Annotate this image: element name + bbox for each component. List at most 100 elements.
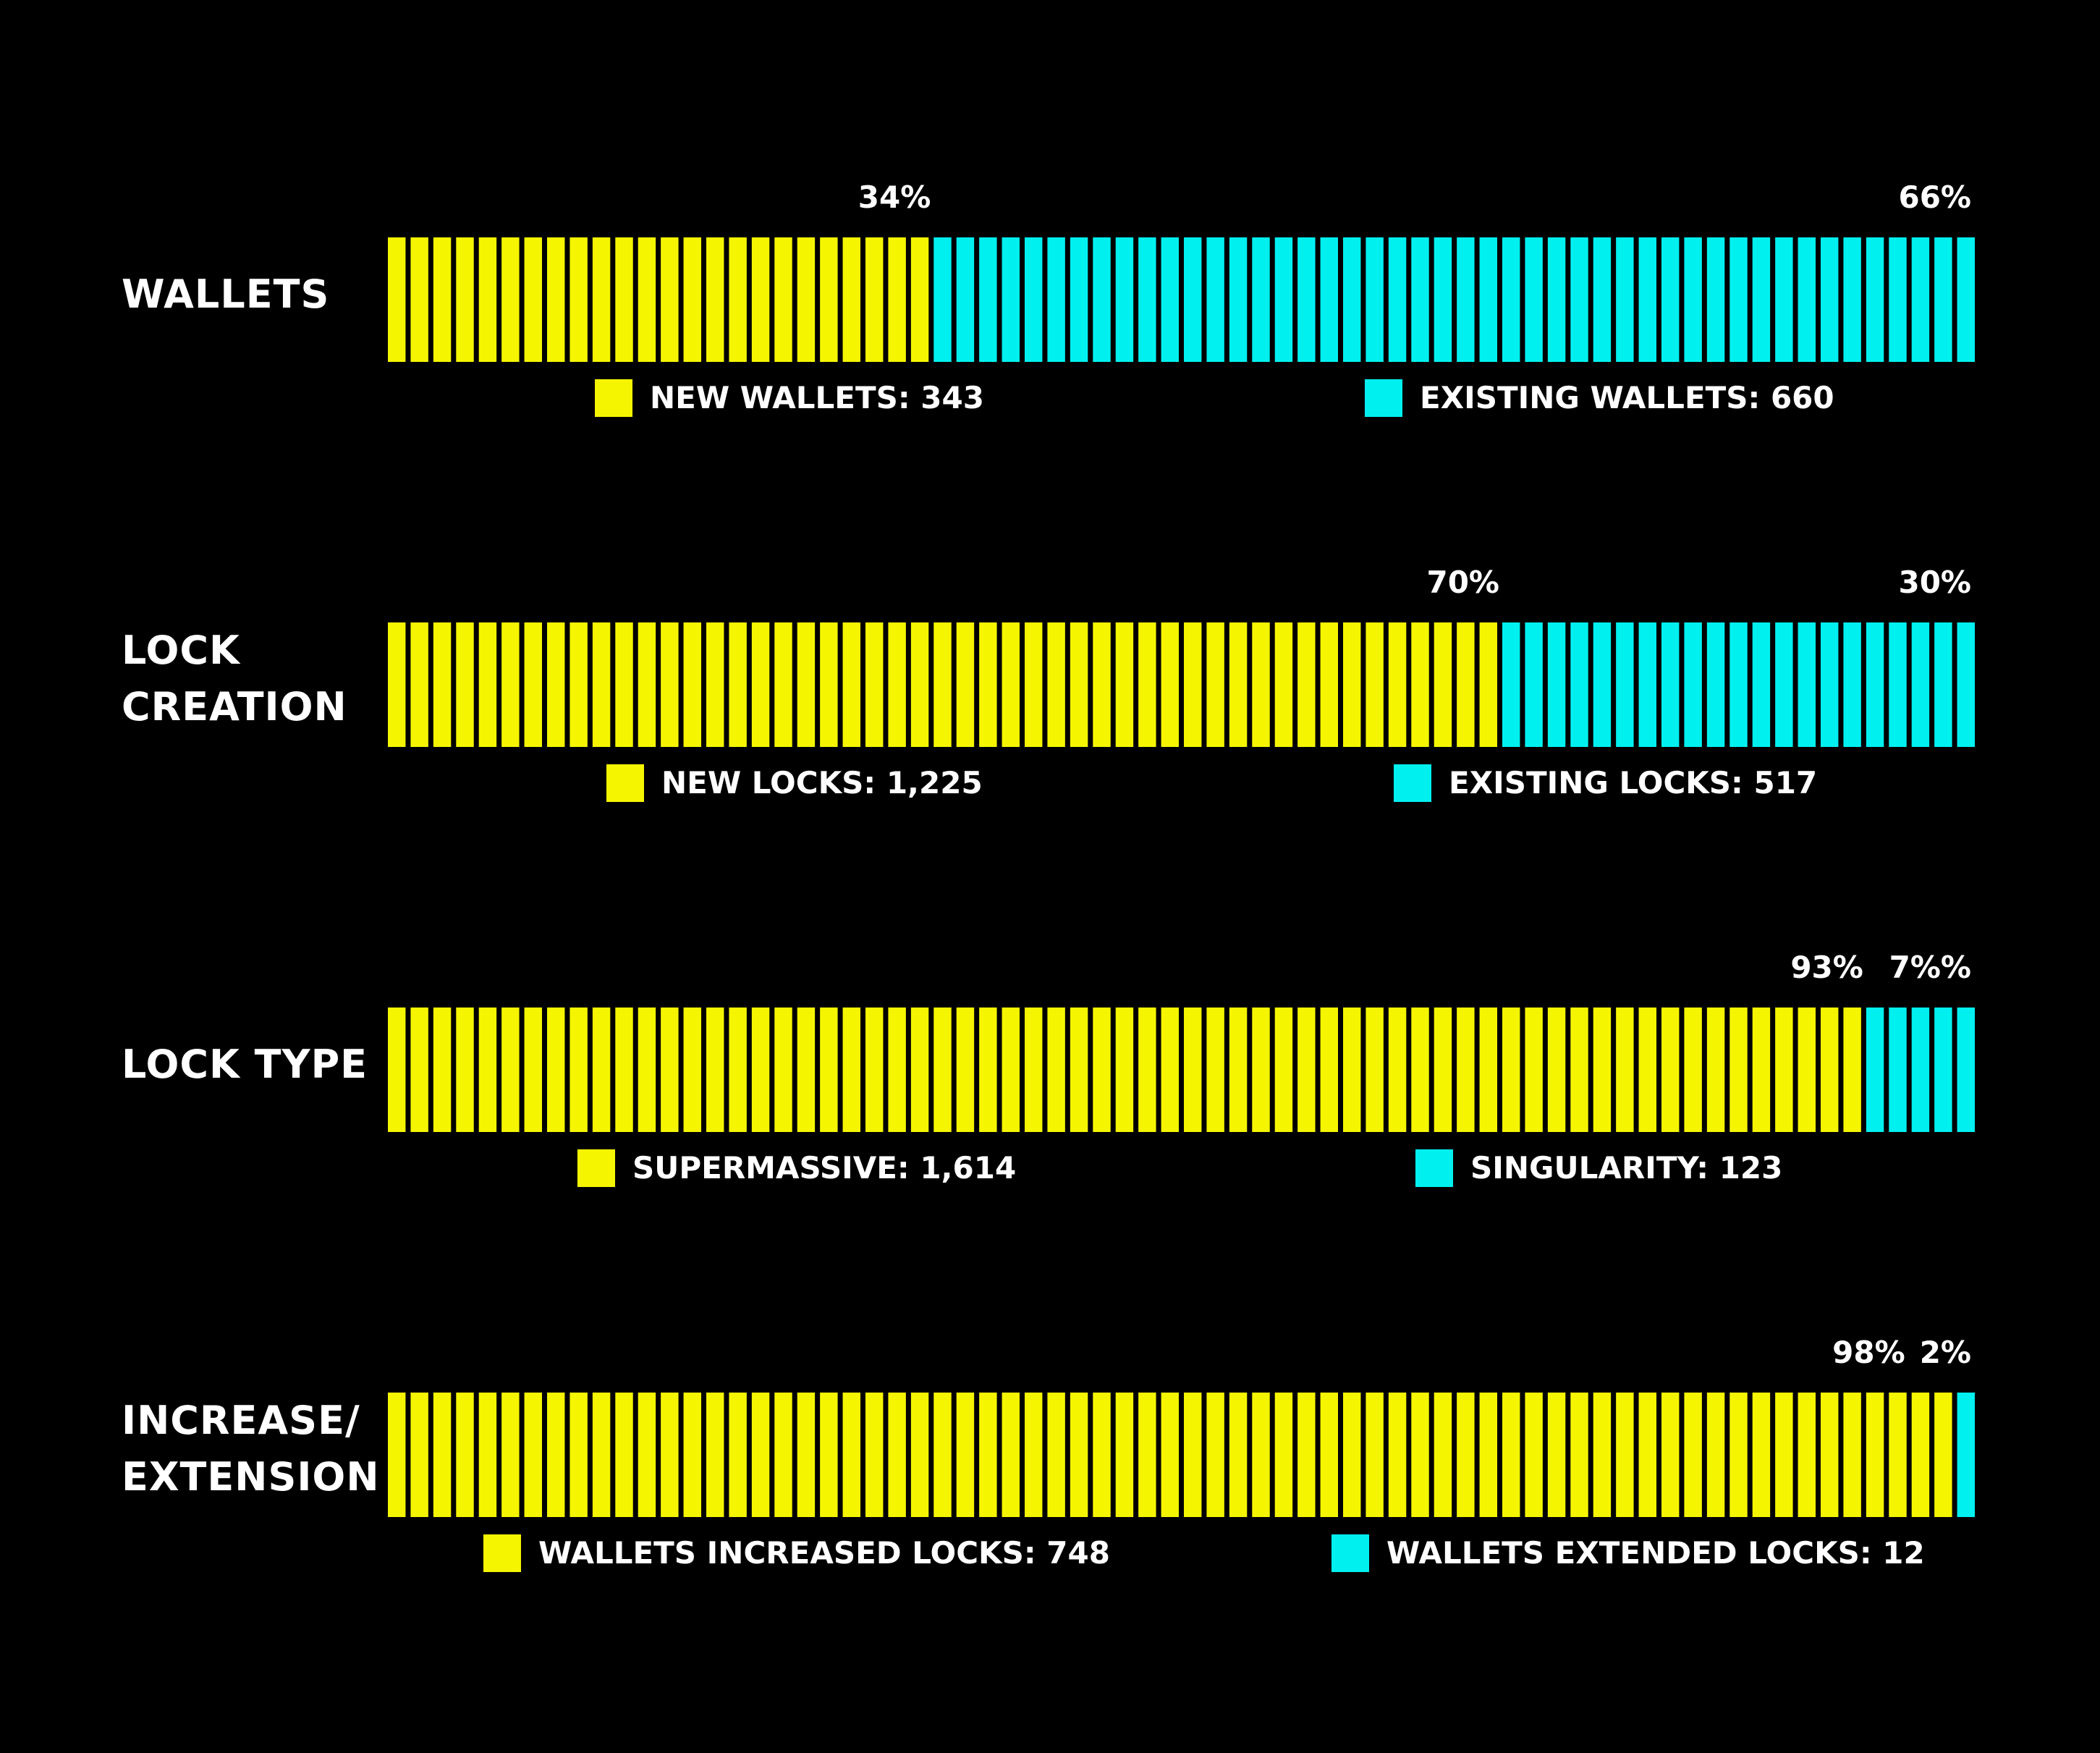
bar-segment-a xyxy=(1479,622,1497,747)
bar-segment-a xyxy=(1775,1393,1793,1517)
bar-segment-b xyxy=(1684,622,1702,747)
bar-segment-a xyxy=(706,237,724,362)
bar-segment-a xyxy=(1320,622,1338,747)
bar-segment-a xyxy=(1297,622,1316,747)
bar-segment-a xyxy=(1343,1393,1361,1517)
bar-segment-a xyxy=(1070,1008,1088,1132)
bar-segment-a xyxy=(1434,622,1452,747)
segmented-bar xyxy=(388,1008,1975,1132)
bar-segment-a xyxy=(1866,1393,1884,1517)
legend-value: 1,614 xyxy=(920,1150,1017,1186)
bar-segment-a xyxy=(410,237,428,362)
bar-segment-a xyxy=(1547,1008,1566,1132)
bar-segment-b xyxy=(1502,237,1520,362)
bar-segment-b xyxy=(1934,1008,1952,1132)
bar-segment-b xyxy=(1843,622,1861,747)
bar-segment-b xyxy=(1502,622,1520,747)
bar-segment-a xyxy=(1502,1008,1520,1132)
bar-segment-a xyxy=(638,237,656,362)
bar-segment-a xyxy=(1706,1393,1725,1517)
bar-segment-a xyxy=(501,237,520,362)
bar-segment-a xyxy=(933,1008,952,1132)
legend-text: SINGULARITY: 123 xyxy=(1470,1149,1782,1187)
bar-segment-a xyxy=(1616,1008,1634,1132)
bar-segment-a xyxy=(1729,1393,1748,1517)
bar-segment-b xyxy=(1866,237,1884,362)
bar-segment-b xyxy=(1274,237,1293,362)
bar-segment-a xyxy=(1320,1393,1338,1517)
bar-segment-a xyxy=(1138,1393,1156,1517)
percent-label-b: 7%% xyxy=(1889,950,1971,985)
bar-segment-a xyxy=(433,622,452,747)
bar-segment-a xyxy=(729,622,747,747)
chart-row: LOCK TYPE 93% 7%% SUPERMASSIVE: 1,614 SINGUL… xyxy=(0,950,2100,1239)
bar-segment-b xyxy=(1593,622,1612,747)
bar-segment-a xyxy=(592,622,611,747)
row-label: LOCK CREATION xyxy=(122,628,347,730)
bar-segment-b xyxy=(1434,237,1452,362)
bar-segment-a xyxy=(820,1008,838,1132)
bar-segment-b xyxy=(1070,237,1088,362)
legend-text: NEW WALLETS: 343 xyxy=(650,379,984,417)
bar-segment-a xyxy=(1821,1393,1839,1517)
bar-segment-a xyxy=(1320,1008,1338,1132)
bar-segment-a xyxy=(1025,1008,1043,1132)
chart-row: LOCK CREATION 70% 30% NEW LOCKS: 1,225 EXIST… xyxy=(0,565,2100,854)
legend-value: 660 xyxy=(1770,380,1834,415)
bar-segment-a xyxy=(1206,1393,1224,1517)
percent-label-a: 98% xyxy=(1832,1335,1905,1370)
bar-segment-a xyxy=(1411,1008,1429,1132)
bar-segment-b xyxy=(1889,1008,1907,1132)
bar-segment-a xyxy=(547,1008,565,1132)
bar-segment-a xyxy=(797,1393,816,1517)
bar-segment-b xyxy=(1843,237,1861,362)
bar-segment-a xyxy=(797,622,816,747)
legend-item-b: SINGULARITY: 123 xyxy=(1415,1149,1782,1187)
percent-label-a: 34% xyxy=(858,179,931,215)
bar-segment-a xyxy=(615,1393,633,1517)
bar-segment-a xyxy=(456,622,474,747)
legend-item-b: EXISTING WALLETS: 660 xyxy=(1365,379,1834,417)
bar-segment-a xyxy=(1070,622,1088,747)
bar-segment-a xyxy=(820,1393,838,1517)
bar-segment-a xyxy=(524,1008,542,1132)
segmented-bar xyxy=(388,1393,1975,1517)
percent-label-a: 70% xyxy=(1426,565,1499,600)
bar-segment-a xyxy=(888,622,906,747)
bar-segment-a xyxy=(1843,1008,1861,1132)
bar-segment-a xyxy=(388,237,406,362)
bar-segment-a xyxy=(1002,1393,1020,1517)
bar-segment-a xyxy=(501,1393,520,1517)
chart-row: WALLETS 34% 66% NEW WALLETS: 343 EXISTING WA… xyxy=(0,179,2100,469)
bar-segment-a xyxy=(774,237,792,362)
bar-segment-a xyxy=(888,1393,906,1517)
bar-segment-a xyxy=(570,1393,588,1517)
bar-segment-b xyxy=(1115,237,1134,362)
legend-item-a: NEW WALLETS: 343 xyxy=(595,379,984,417)
bar-segment-a xyxy=(456,237,474,362)
bar-segment-a xyxy=(1229,1008,1248,1132)
bar-segment-a xyxy=(1138,622,1156,747)
legend-text: NEW LOCKS: 1,225 xyxy=(661,764,983,802)
bar-segment-b xyxy=(1525,622,1543,747)
bar-segment-a xyxy=(1093,622,1111,747)
bar-segment-a xyxy=(751,237,770,362)
legend-value: 123 xyxy=(1719,1150,1783,1186)
bar-segment-a xyxy=(774,1008,792,1132)
bar-segment-a xyxy=(592,1393,611,1517)
bar-segment-b xyxy=(1911,1008,1930,1132)
bar-segment-a xyxy=(501,622,520,747)
bar-segment-a xyxy=(456,1393,474,1517)
bar-segment-a xyxy=(706,622,724,747)
bar-segment-b xyxy=(1684,237,1702,362)
bar-segment-a xyxy=(1366,1008,1384,1132)
bar-segment-a xyxy=(797,1008,816,1132)
bar-segment-b xyxy=(1957,1393,1975,1517)
bar-segment-b xyxy=(1547,237,1566,362)
bar-segment-b xyxy=(1866,1008,1884,1132)
bar-segment-a xyxy=(910,1393,929,1517)
bar-segment-a xyxy=(1025,1393,1043,1517)
bar-segment-b xyxy=(1047,237,1065,362)
bar-segment-a xyxy=(1070,1393,1088,1517)
bar-segment-a xyxy=(615,622,633,747)
